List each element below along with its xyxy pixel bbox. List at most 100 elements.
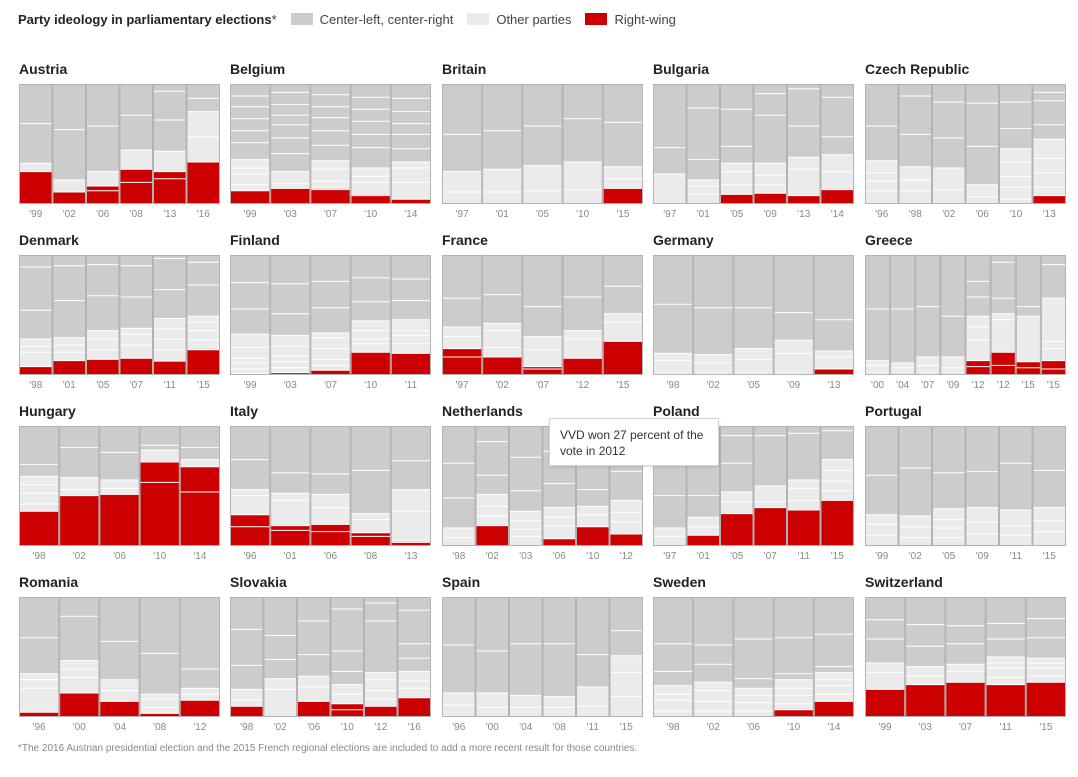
- segment-center[interactable]: [179, 447, 220, 460]
- segment-other[interactable]: [230, 489, 271, 496]
- segment-other[interactable]: [932, 189, 966, 204]
- segment-right[interactable]: [820, 189, 855, 204]
- segment-other[interactable]: [230, 689, 264, 701]
- segment-other[interactable]: [153, 151, 187, 172]
- segment-other[interactable]: [865, 524, 899, 536]
- segment-center[interactable]: [602, 84, 643, 123]
- segment-center[interactable]: [753, 115, 788, 164]
- segment-other[interactable]: [475, 506, 510, 516]
- segment-center[interactable]: [52, 255, 87, 266]
- segment-center[interactable]: [576, 465, 610, 490]
- segment-other[interactable]: [985, 663, 1026, 668]
- segment-center[interactable]: [813, 634, 854, 667]
- segment-center[interactable]: [865, 639, 906, 663]
- segment-center[interactable]: [609, 597, 644, 631]
- segment-other[interactable]: [932, 519, 966, 528]
- election-bar[interactable]: [270, 84, 311, 204]
- segment-right[interactable]: [179, 700, 220, 717]
- segment-center[interactable]: [153, 91, 187, 120]
- election-bar[interactable]: [350, 426, 391, 546]
- segment-center[interactable]: [820, 97, 855, 137]
- segment-center[interactable]: [230, 96, 271, 107]
- segment-other[interactable]: [270, 493, 311, 501]
- segment-other[interactable]: [270, 367, 311, 373]
- segment-right[interactable]: [19, 366, 53, 375]
- election-bar[interactable]: [720, 84, 754, 204]
- segment-right[interactable]: [442, 348, 483, 357]
- segment-other[interactable]: [915, 365, 941, 375]
- segment-other[interactable]: [19, 346, 53, 353]
- segment-other[interactable]: [442, 192, 483, 204]
- segment-other[interactable]: [1032, 172, 1067, 188]
- segment-other[interactable]: [263, 689, 298, 717]
- segment-other[interactable]: [932, 168, 966, 190]
- election-bar[interactable]: [753, 426, 788, 546]
- segment-right[interactable]: [153, 361, 187, 375]
- segment-center[interactable]: [86, 126, 120, 172]
- segment-center[interactable]: [509, 457, 543, 491]
- segment-right[interactable]: [686, 535, 721, 546]
- segment-other[interactable]: [442, 528, 476, 538]
- segment-center[interactable]: [442, 498, 476, 528]
- segment-center[interactable]: [475, 475, 510, 495]
- election-bar[interactable]: [940, 255, 966, 375]
- segment-other[interactable]: [940, 367, 966, 375]
- segment-right[interactable]: [1040, 360, 1067, 369]
- election-bar[interactable]: [99, 597, 140, 717]
- election-bar[interactable]: [19, 84, 53, 204]
- election-bar[interactable]: [932, 84, 966, 204]
- election-bar[interactable]: [139, 426, 180, 546]
- segment-center[interactable]: [270, 153, 311, 172]
- segment-center[interactable]: [270, 124, 311, 138]
- segment-other[interactable]: [915, 357, 941, 366]
- segment-other[interactable]: [653, 360, 694, 375]
- segment-right[interactable]: [59, 495, 100, 546]
- segment-center[interactable]: [86, 295, 120, 331]
- election-bar[interactable]: [442, 597, 476, 717]
- segment-right[interactable]: [576, 526, 610, 546]
- segment-center[interactable]: [653, 304, 694, 354]
- segment-center[interactable]: [1025, 618, 1066, 638]
- segment-other[interactable]: [813, 679, 854, 686]
- segment-right[interactable]: [865, 689, 906, 717]
- election-bar[interactable]: [965, 84, 1000, 204]
- segment-center[interactable]: [733, 597, 774, 639]
- segment-center[interactable]: [330, 671, 365, 685]
- segment-other[interactable]: [576, 506, 610, 515]
- segment-center[interactable]: [263, 659, 298, 679]
- segment-center[interactable]: [1032, 84, 1067, 93]
- election-bar[interactable]: [1015, 255, 1041, 375]
- segment-center[interactable]: [753, 435, 788, 486]
- segment-other[interactable]: [999, 162, 1033, 177]
- segment-other[interactable]: [99, 488, 140, 495]
- segment-right[interactable]: [52, 192, 87, 204]
- segment-other[interactable]: [562, 162, 603, 190]
- segment-center[interactable]: [653, 84, 687, 148]
- segment-center[interactable]: [940, 255, 966, 317]
- segment-right[interactable]: [230, 190, 271, 204]
- segment-other[interactable]: [965, 327, 991, 341]
- segment-center[interactable]: [119, 84, 154, 116]
- segment-right[interactable]: [522, 366, 563, 369]
- segment-center[interactable]: [787, 433, 821, 480]
- segment-other[interactable]: [576, 706, 610, 717]
- segment-center[interactable]: [52, 84, 87, 130]
- segment-right[interactable]: [350, 536, 391, 546]
- segment-center[interactable]: [562, 84, 603, 119]
- segment-right[interactable]: [350, 352, 391, 375]
- segment-center[interactable]: [270, 138, 311, 154]
- segment-center[interactable]: [19, 267, 53, 311]
- segment-right[interactable]: [270, 372, 311, 375]
- segment-other[interactable]: [99, 480, 140, 489]
- segment-center[interactable]: [19, 255, 53, 267]
- segment-other[interactable]: [1025, 676, 1066, 683]
- segment-other[interactable]: [297, 676, 331, 687]
- election-bar[interactable]: [19, 426, 60, 546]
- segment-other[interactable]: [19, 352, 53, 367]
- segment-other[interactable]: [139, 450, 180, 462]
- segment-other[interactable]: [310, 181, 351, 189]
- segment-center[interactable]: [945, 643, 986, 665]
- segment-other[interactable]: [310, 333, 351, 338]
- segment-center[interactable]: [576, 654, 610, 687]
- segment-center[interactable]: [932, 84, 966, 102]
